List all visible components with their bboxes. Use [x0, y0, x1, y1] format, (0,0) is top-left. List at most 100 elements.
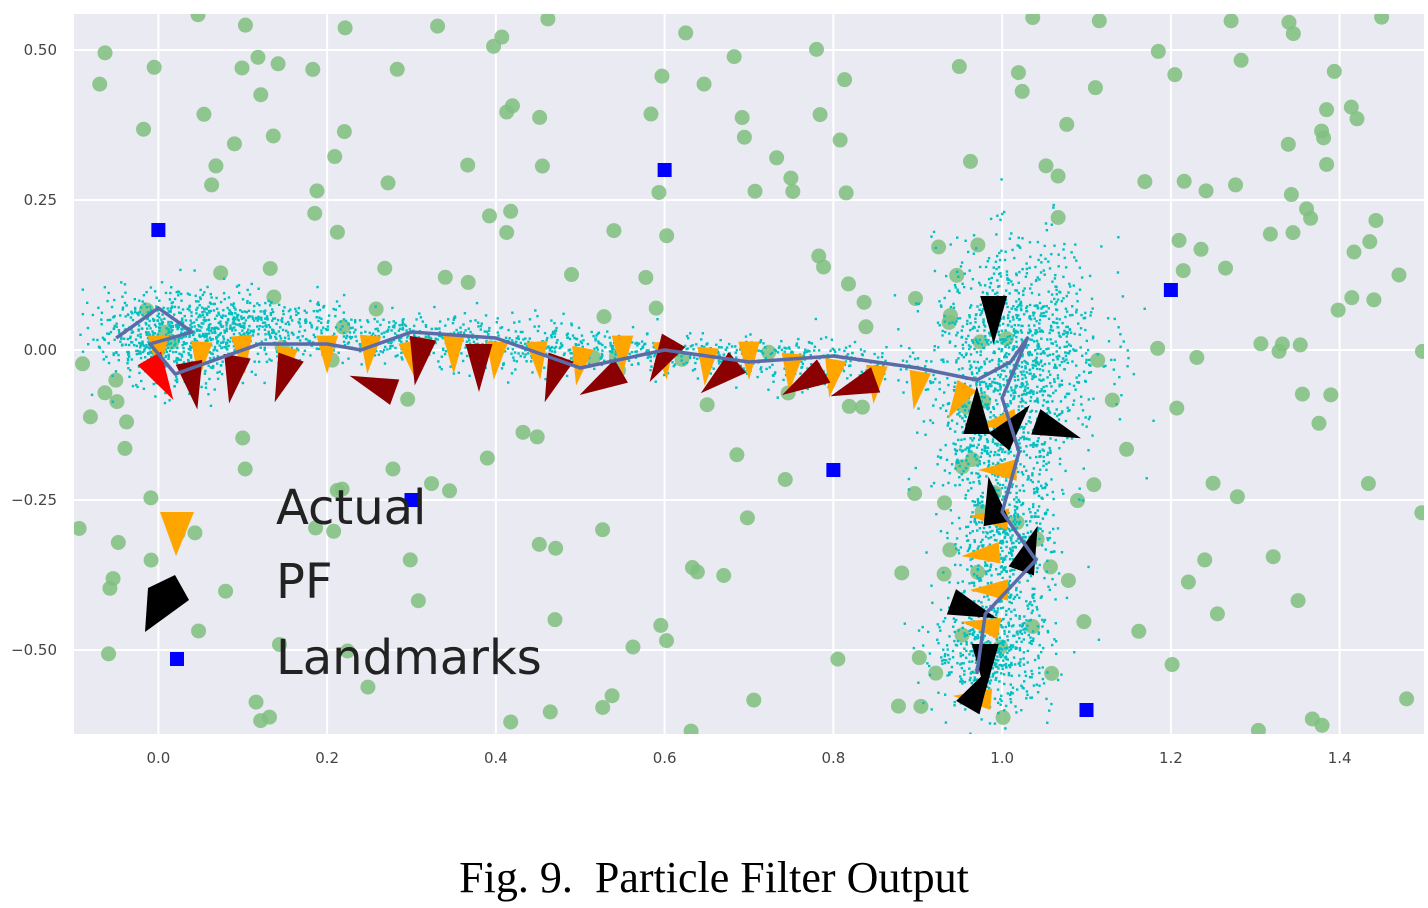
particle [1004, 353, 1007, 357]
particle [995, 662, 998, 665]
particle [1066, 436, 1069, 440]
particle [1054, 598, 1057, 601]
particle [998, 527, 1001, 531]
particle [996, 701, 1000, 705]
particle [101, 350, 105, 354]
particle [137, 352, 140, 355]
particle [907, 488, 911, 491]
particle [419, 316, 423, 319]
particle [1025, 306, 1028, 310]
particle [127, 353, 130, 356]
particle [983, 595, 986, 599]
particle [986, 260, 989, 263]
particle [1078, 288, 1082, 291]
particle [465, 354, 469, 358]
particle [1006, 658, 1010, 661]
particle [381, 351, 385, 354]
particle [1034, 562, 1037, 565]
particle [212, 349, 215, 352]
particle [1037, 343, 1040, 346]
particle [1077, 381, 1081, 384]
particle [1024, 275, 1028, 278]
particle [996, 475, 1000, 478]
particle [934, 398, 938, 401]
particle [1017, 324, 1020, 327]
particle [309, 354, 312, 357]
particle [148, 319, 151, 323]
particle [1091, 337, 1095, 340]
particle [1042, 311, 1046, 315]
green-point [327, 149, 343, 165]
particle [1118, 418, 1122, 421]
particle [977, 501, 980, 504]
particle [1015, 273, 1018, 277]
particle [1001, 539, 1004, 542]
particle [112, 353, 115, 357]
particle [123, 283, 127, 286]
particle [214, 331, 217, 335]
particle [641, 346, 644, 349]
particle [536, 314, 539, 318]
particle [216, 355, 220, 358]
green-point [1169, 400, 1185, 416]
particle [180, 337, 183, 340]
particle [131, 341, 134, 344]
particle [152, 332, 155, 335]
particle [401, 358, 404, 361]
particle [685, 347, 688, 351]
particle [1022, 465, 1026, 468]
green-point [360, 679, 376, 695]
particle [1020, 632, 1024, 636]
particle [217, 311, 220, 314]
particle [221, 360, 224, 363]
particle [141, 300, 144, 303]
particle [1020, 471, 1024, 474]
particle [215, 337, 218, 340]
particle [1008, 600, 1011, 604]
particle [631, 325, 635, 329]
particle [268, 325, 272, 329]
green-point [377, 260, 393, 276]
particle [965, 405, 968, 408]
particle [998, 272, 1001, 276]
particle [851, 351, 854, 355]
particle [594, 339, 597, 342]
particle [335, 300, 339, 303]
particle [998, 258, 1002, 262]
particle [944, 659, 948, 662]
particle [175, 290, 178, 294]
particle [459, 326, 462, 329]
particle [970, 471, 974, 475]
particle [937, 691, 940, 694]
particle [974, 521, 977, 524]
particle [1009, 399, 1012, 403]
particle [1025, 422, 1028, 426]
particle [120, 336, 123, 339]
green-point [237, 461, 253, 477]
particle [1036, 440, 1040, 443]
particle [969, 345, 972, 349]
particle [185, 342, 188, 345]
particle [1021, 237, 1024, 240]
particle [630, 363, 634, 366]
particle [999, 375, 1002, 379]
y-tick-label: −0.50 [11, 641, 57, 659]
particle [517, 335, 520, 338]
particle [1046, 493, 1049, 497]
particle [961, 374, 965, 377]
particle [1079, 327, 1083, 330]
particle [152, 319, 155, 323]
particle [523, 355, 526, 359]
particle [940, 659, 944, 662]
particle [925, 360, 928, 363]
particle [129, 336, 132, 340]
particle [1036, 360, 1039, 364]
particle [1006, 390, 1010, 393]
particle [634, 350, 637, 353]
green-point [437, 269, 453, 285]
particle [1042, 385, 1045, 389]
green-point [729, 447, 745, 463]
particle [999, 647, 1002, 650]
particle [965, 352, 968, 355]
green-point [1285, 26, 1301, 42]
